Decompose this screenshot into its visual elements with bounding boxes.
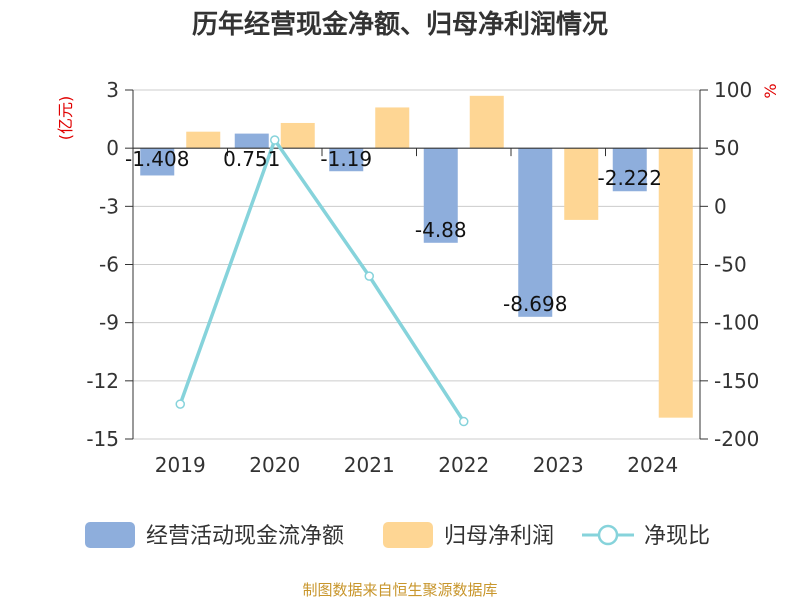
x-tick-label: 2023 bbox=[533, 453, 584, 477]
right-axis-unit: % bbox=[761, 83, 780, 98]
x-tick-label: 2022 bbox=[438, 453, 489, 477]
right-tick-label: -150 bbox=[714, 369, 759, 393]
data-label: -1.408 bbox=[125, 147, 189, 171]
bars bbox=[140, 95, 693, 418]
bar-profit bbox=[658, 148, 693, 418]
chart-title: 历年经营现金净额、归母净利润情况 bbox=[192, 9, 608, 40]
legend-marker-ratio bbox=[597, 524, 619, 546]
bar-profit bbox=[375, 107, 410, 149]
left-tick-label: -12 bbox=[86, 369, 119, 393]
bar-cashflow bbox=[518, 148, 553, 317]
left-tick-label: -9 bbox=[99, 311, 119, 335]
bar-profit bbox=[280, 122, 315, 149]
ratio-point bbox=[270, 135, 280, 145]
axes bbox=[125, 89, 708, 440]
ratio-line bbox=[175, 135, 469, 427]
right-tick-label: -100 bbox=[714, 311, 759, 335]
legend-swatch-cashflow bbox=[85, 522, 135, 548]
left-tick-label: 0 bbox=[106, 136, 119, 160]
source-note: 制图数据来自恒生聚源数据库 bbox=[302, 581, 497, 599]
data-label: 0.751 bbox=[223, 147, 280, 171]
tick-labels: 3 0 -3 -6 -9 -12 -15 100 50 0 -50 -100 -150 -200 2019 2… bbox=[86, 78, 759, 477]
data-labels: -1.408 0.751 -1.19 -4.88 -8.698 -2.222 bbox=[125, 147, 662, 316]
data-label: -4.88 bbox=[415, 218, 467, 242]
data-label: -2.222 bbox=[598, 166, 662, 190]
right-tick-label: 50 bbox=[714, 136, 739, 160]
x-tick-label: 2021 bbox=[344, 453, 395, 477]
legend: 经营活动现金流净额 归母净利润 净现比 bbox=[85, 522, 710, 549]
bar-cashflow bbox=[140, 148, 175, 176]
gridlines bbox=[133, 89, 700, 440]
right-tick-label: 0 bbox=[714, 194, 727, 218]
data-label: -8.698 bbox=[503, 292, 567, 316]
legend-swatch-profit bbox=[383, 522, 433, 548]
bar-cashflow bbox=[234, 133, 269, 149]
bar-profit bbox=[186, 131, 221, 149]
ratio-point bbox=[175, 399, 185, 409]
legend-label-ratio: 净现比 bbox=[644, 524, 710, 549]
legend-label-cashflow: 经营活动现金流净额 bbox=[146, 524, 344, 549]
ratio-line-path bbox=[178, 136, 466, 423]
left-axis-unit: (亿元) bbox=[56, 96, 75, 141]
data-label: -1.19 bbox=[320, 147, 372, 171]
left-tick-label: -3 bbox=[99, 194, 119, 218]
ratio-point bbox=[364, 271, 374, 281]
bar-profit bbox=[564, 148, 599, 220]
ratio-point bbox=[459, 416, 469, 427]
legend-label-profit: 归母净利润 bbox=[444, 524, 554, 549]
right-tick-label: -50 bbox=[714, 253, 747, 277]
x-tick-label: 2020 bbox=[249, 453, 300, 477]
left-tick-label: 3 bbox=[106, 78, 119, 102]
x-tick-label: 2019 bbox=[155, 453, 206, 477]
right-tick-label: 100 bbox=[714, 78, 752, 102]
bar-cashflow bbox=[612, 148, 647, 192]
x-tick-label: 2024 bbox=[627, 453, 678, 477]
bar-cashflow bbox=[329, 148, 364, 172]
bar-cashflow bbox=[423, 148, 458, 243]
bar-profit bbox=[469, 95, 504, 149]
left-tick-label: -15 bbox=[86, 427, 119, 451]
left-tick-label: -6 bbox=[99, 253, 119, 277]
right-tick-label: -200 bbox=[714, 427, 759, 451]
